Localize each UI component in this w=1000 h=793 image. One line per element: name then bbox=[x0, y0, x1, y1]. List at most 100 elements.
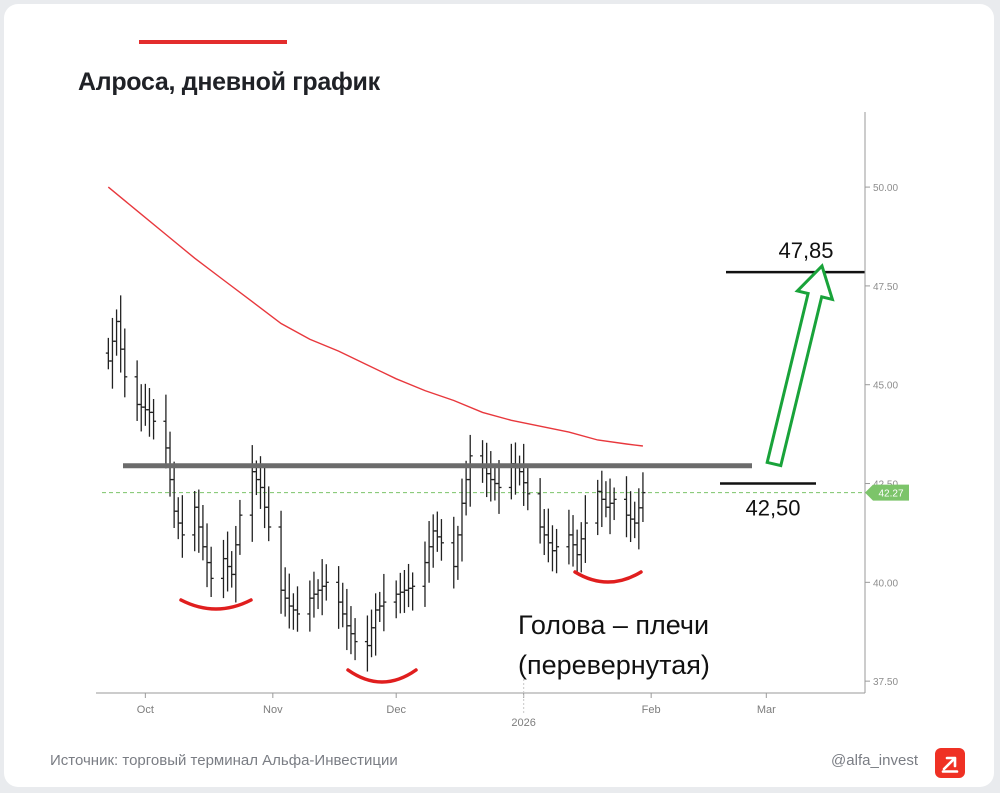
ohlc-bar bbox=[549, 525, 555, 572]
ohlc-bar bbox=[109, 317, 115, 389]
x-tick-label: Feb bbox=[642, 704, 661, 716]
ohlc-bar bbox=[319, 559, 325, 616]
ohlc-bar bbox=[323, 564, 329, 601]
ohlc-bar bbox=[381, 573, 387, 632]
ohlc-bar bbox=[480, 440, 486, 483]
ohlc-bar bbox=[636, 488, 642, 550]
ohlc-bar bbox=[406, 563, 412, 608]
alfa-logo-icon bbox=[935, 748, 965, 778]
ohlc-bar bbox=[134, 360, 140, 421]
ohlc-bar bbox=[282, 567, 288, 617]
ohlc-bar bbox=[554, 528, 560, 574]
left-shoulder-arc bbox=[179, 598, 253, 611]
head-arc bbox=[346, 668, 418, 684]
ohlc-bar bbox=[266, 486, 272, 542]
ohlc-bar bbox=[438, 519, 444, 561]
ohlc-bar bbox=[118, 295, 124, 373]
ohlc-bar bbox=[340, 582, 346, 628]
ohlc-bar bbox=[521, 443, 527, 506]
ohlc-bar bbox=[422, 541, 428, 607]
ohlc-bar bbox=[488, 451, 494, 502]
ohlc-bar bbox=[595, 479, 601, 536]
ohlc-bar bbox=[496, 460, 502, 514]
y-tick-label: 40.00 bbox=[873, 578, 898, 589]
ohlc-bar bbox=[640, 472, 646, 522]
ohlc-bar bbox=[229, 551, 235, 588]
ohlc-bar bbox=[336, 566, 342, 629]
ohlc-bar bbox=[426, 521, 432, 583]
ohlc-bar bbox=[290, 593, 296, 630]
ohlc-bar bbox=[373, 593, 379, 656]
ohlc-bar bbox=[114, 309, 120, 356]
ohlc-bar bbox=[204, 523, 210, 588]
ohlc-bar bbox=[344, 588, 350, 651]
ohlc-bar bbox=[295, 586, 301, 632]
y-tick-label: 47.50 bbox=[873, 282, 898, 293]
brand-handle[interactable]: @alfa_invest bbox=[831, 752, 918, 769]
ohlc-bar bbox=[632, 501, 638, 539]
ohlc-bar bbox=[603, 481, 609, 518]
source-text: Источник: торговый терминал Альфа-Инвест… bbox=[50, 752, 398, 769]
ohlc-bar bbox=[122, 328, 128, 398]
ohlc-bar bbox=[307, 580, 313, 632]
ohlc-bar bbox=[237, 499, 243, 555]
chart-card: Алроса, дневной график 47,85 42,50 Голова … bbox=[4, 4, 994, 787]
pattern-caption-line2: (перевернутая) bbox=[518, 650, 710, 680]
y-tick-label: 50.00 bbox=[873, 183, 898, 194]
ohlc-bar bbox=[171, 461, 177, 528]
ohlc-bar bbox=[566, 509, 572, 565]
ohlc-bar bbox=[459, 478, 465, 562]
ohlc-bar bbox=[574, 529, 580, 573]
ohlc-bar bbox=[582, 495, 588, 563]
ohlc-bar bbox=[249, 445, 255, 542]
ohlc-bar bbox=[196, 489, 202, 553]
ohlc-bar bbox=[541, 509, 547, 556]
ohlc-bar bbox=[410, 572, 416, 611]
ohlc-bar bbox=[192, 491, 198, 552]
ohlc-bar bbox=[623, 476, 629, 538]
ohlc-bar bbox=[537, 478, 543, 544]
last-price-tag-label: 42.27 bbox=[878, 489, 903, 500]
chart-area: 47,85 42,50 Голова – плечи (перевернутая) 3… bbox=[96, 112, 909, 729]
accent-line bbox=[139, 40, 287, 44]
ohlc-bar bbox=[151, 399, 157, 440]
ohlc-bar bbox=[364, 615, 370, 672]
ohlc-bar bbox=[545, 508, 551, 563]
y-tick-label: 37.50 bbox=[873, 677, 898, 688]
ohlc-bar bbox=[286, 573, 292, 629]
ohlc-bar bbox=[278, 510, 284, 614]
ohlc-bar bbox=[467, 434, 473, 507]
x-tick-label: Mar bbox=[757, 704, 776, 716]
ohlc-bar bbox=[369, 609, 375, 658]
ohlc-bar bbox=[607, 478, 613, 535]
ohlc-bar bbox=[611, 487, 617, 521]
ohlc-bar bbox=[508, 443, 514, 500]
ohlc-bar bbox=[430, 514, 436, 568]
ohlc-bar bbox=[397, 572, 403, 614]
ohlc-bar bbox=[352, 618, 358, 661]
ohlc-bar bbox=[348, 606, 354, 655]
target-value-label: 47,85 bbox=[778, 238, 833, 263]
breakout-value-label: 42,50 bbox=[745, 496, 800, 521]
x-tick-label: Nov bbox=[263, 704, 283, 716]
ohlc-bar bbox=[512, 442, 518, 495]
ohlc-bar bbox=[484, 442, 490, 498]
target-arrow bbox=[765, 263, 835, 468]
ohlc-bar bbox=[163, 394, 169, 469]
ohlc-bar bbox=[225, 531, 231, 592]
ohlc-bar bbox=[434, 511, 440, 552]
ohlc-bar bbox=[220, 539, 226, 599]
ohlc-bar bbox=[138, 384, 144, 432]
x-tick-label: Oct bbox=[137, 704, 154, 716]
ohlc-bar bbox=[578, 522, 584, 573]
ohlc-bar bbox=[233, 525, 239, 603]
last-price-tag bbox=[865, 484, 909, 501]
ohlc-bar bbox=[525, 467, 531, 511]
ohlc-bar bbox=[463, 460, 469, 516]
x-year-label: 2026 bbox=[511, 717, 535, 729]
x-tick-label: Dec bbox=[386, 704, 406, 716]
ohlc-bar bbox=[105, 337, 111, 370]
chart-title: Алроса, дневной график bbox=[78, 68, 380, 96]
ohlc-bar bbox=[200, 504, 206, 561]
ohlc-bar bbox=[377, 591, 383, 622]
